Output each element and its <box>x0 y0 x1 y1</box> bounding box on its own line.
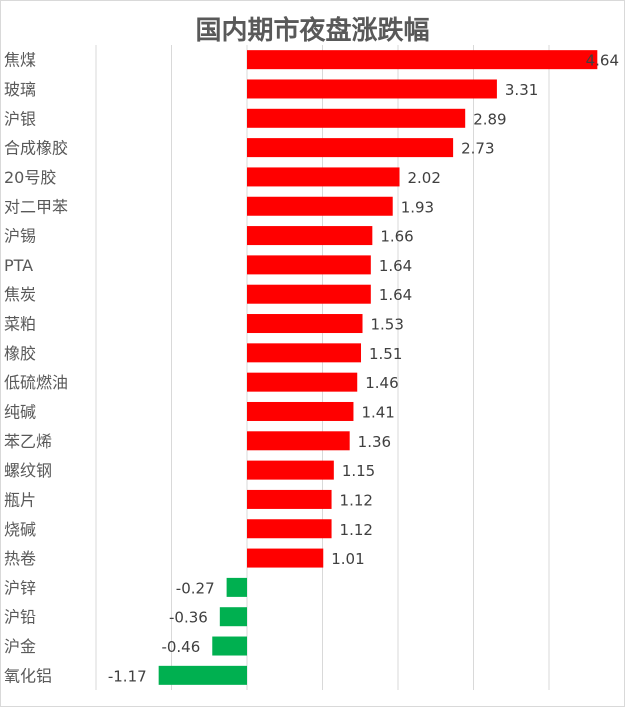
value-label: 1.66 <box>380 228 413 246</box>
bar <box>247 548 324 568</box>
bar <box>247 314 363 334</box>
category-label: 20号胶 <box>4 168 56 187</box>
bar <box>247 489 332 509</box>
value-label: 1.15 <box>342 462 375 480</box>
value-label: 1.36 <box>358 433 391 451</box>
bar <box>247 431 350 451</box>
bar <box>247 50 598 70</box>
bar <box>247 343 362 363</box>
value-label: 2.02 <box>408 169 441 187</box>
category-label: 焦炭 <box>4 285 36 304</box>
bar <box>247 108 466 128</box>
value-label: 4.64 <box>586 52 619 70</box>
value-label: 1.64 <box>379 257 412 275</box>
category-label: 焦煤 <box>4 51 36 70</box>
value-label: 1.01 <box>331 550 364 568</box>
category-label: 橡胶 <box>4 344 36 363</box>
category-label: 低硫燃油 <box>4 373 68 392</box>
value-label: 1.64 <box>379 286 412 304</box>
category-label: 苯乙烯 <box>4 432 52 451</box>
category-label: 菜粕 <box>4 315 36 334</box>
category-label: 沪铅 <box>4 608 36 627</box>
bar <box>247 255 371 275</box>
value-label: -1.17 <box>108 667 147 685</box>
category-label: 纯碱 <box>4 402 36 421</box>
category-label: 瓶片 <box>4 490 36 509</box>
value-label: 1.53 <box>371 316 404 334</box>
value-label: -0.46 <box>161 638 200 656</box>
category-label: 合成橡胶 <box>4 139 68 158</box>
bar <box>247 519 332 539</box>
value-label: -0.27 <box>176 579 215 597</box>
category-label: 对二甲苯 <box>4 197 68 216</box>
category-label: 氧化铝 <box>4 666 52 685</box>
bar <box>226 577 247 597</box>
value-label: 2.89 <box>473 110 506 128</box>
bar <box>247 460 334 480</box>
value-label: 3.31 <box>505 81 538 99</box>
category-label: 玻璃 <box>4 80 36 99</box>
category-label: 沪锌 <box>4 578 36 597</box>
value-label: 1.51 <box>369 345 402 363</box>
chart-title: 国内期市夜盘涨跌幅 <box>195 16 430 46</box>
value-label: 1.12 <box>340 491 373 509</box>
value-label: -0.36 <box>169 609 208 627</box>
value-label: 1.12 <box>340 521 373 539</box>
bar <box>158 665 247 685</box>
bar <box>247 226 373 246</box>
value-label: 1.46 <box>365 374 398 392</box>
bar <box>247 167 400 187</box>
value-label: 2.73 <box>461 140 494 158</box>
bar <box>247 79 497 99</box>
bar <box>247 138 454 158</box>
bar <box>247 196 393 216</box>
category-label: 沪锡 <box>4 227 36 246</box>
bar <box>212 636 247 656</box>
category-label: 热卷 <box>4 549 36 568</box>
category-label: 沪银 <box>4 109 36 128</box>
category-label: 烧碱 <box>4 520 36 539</box>
bar <box>247 284 371 304</box>
category-label: 螺纹钢 <box>4 461 52 480</box>
bar <box>247 401 354 421</box>
category-label: 沪金 <box>4 637 36 656</box>
value-label: 1.93 <box>401 198 434 216</box>
category-label: PTA <box>4 256 33 275</box>
value-label: 1.41 <box>361 403 394 421</box>
bar <box>247 372 358 392</box>
bar <box>219 607 247 627</box>
